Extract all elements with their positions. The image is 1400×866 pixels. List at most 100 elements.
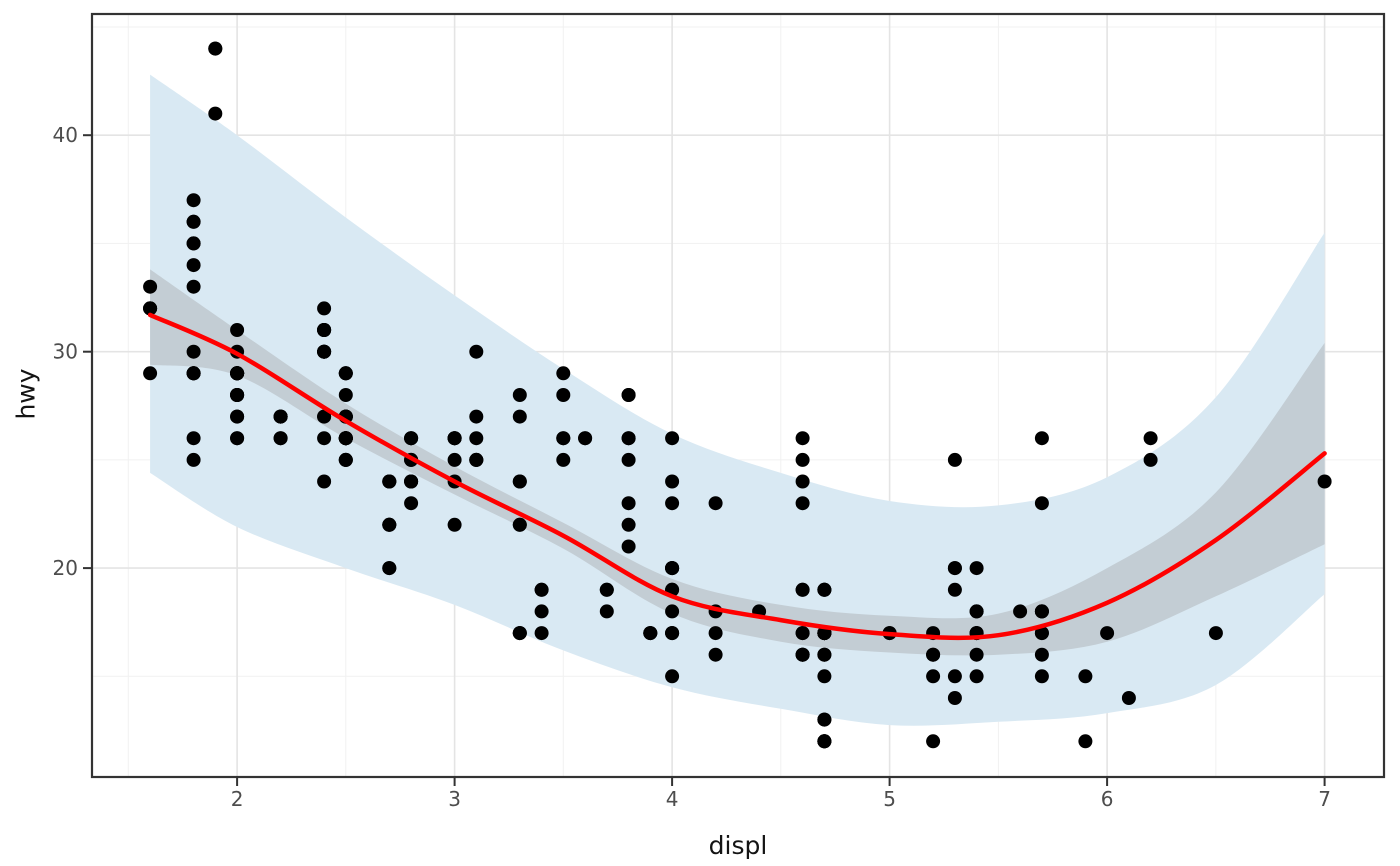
data-point xyxy=(969,561,984,576)
data-point xyxy=(469,431,484,446)
x-axis-title: displ xyxy=(708,831,768,860)
data-point xyxy=(1034,647,1049,662)
data-point xyxy=(795,647,810,662)
data-point xyxy=(556,366,571,381)
data-point xyxy=(186,193,201,208)
data-point xyxy=(230,323,245,337)
data-point xyxy=(1100,626,1115,641)
data-point xyxy=(230,388,245,402)
data-point xyxy=(338,366,353,381)
data-point xyxy=(469,409,484,424)
data-point xyxy=(708,496,723,511)
data-point xyxy=(469,344,484,359)
data-point xyxy=(1143,452,1158,467)
data-point xyxy=(817,647,832,662)
data-point xyxy=(512,626,527,641)
data-point xyxy=(795,626,810,641)
data-point xyxy=(947,669,962,684)
data-point xyxy=(556,388,571,402)
data-point xyxy=(556,452,571,467)
data-point xyxy=(665,561,680,576)
data-point xyxy=(817,582,832,597)
data-point xyxy=(1013,604,1028,619)
data-point xyxy=(317,344,332,359)
x-tick-label: 7 xyxy=(1318,787,1331,811)
data-point xyxy=(273,431,288,446)
data-point xyxy=(338,431,353,446)
data-point xyxy=(621,452,636,467)
data-point xyxy=(404,474,419,489)
y-tick-label: 30 xyxy=(53,340,78,364)
data-point xyxy=(186,344,201,359)
axes: 2 3 4 5 6 7 20 30 40 xyxy=(53,123,1331,811)
data-point xyxy=(599,582,614,597)
data-point xyxy=(447,452,462,467)
data-point xyxy=(143,279,158,294)
data-point xyxy=(512,517,527,532)
data-point xyxy=(230,366,245,381)
data-point xyxy=(1034,604,1049,619)
data-point xyxy=(1034,626,1049,641)
data-point xyxy=(795,431,810,446)
data-point xyxy=(665,431,680,446)
data-point xyxy=(512,409,527,424)
data-point xyxy=(578,431,593,446)
data-point xyxy=(795,582,810,597)
data-point xyxy=(512,474,527,489)
data-point xyxy=(186,279,201,294)
data-point xyxy=(621,539,636,554)
data-point xyxy=(795,496,810,511)
data-point xyxy=(143,301,158,316)
data-point xyxy=(186,431,201,446)
data-point xyxy=(1208,626,1223,641)
y-axis-title: hwy xyxy=(11,368,41,420)
data-point xyxy=(795,452,810,467)
data-point xyxy=(1034,669,1049,684)
data-point xyxy=(665,604,680,619)
data-point xyxy=(665,474,680,489)
y-tick-label: 20 xyxy=(53,556,78,580)
data-point xyxy=(230,431,245,446)
data-point xyxy=(708,647,723,662)
data-point xyxy=(643,626,658,641)
data-point xyxy=(621,388,636,402)
data-point xyxy=(621,496,636,511)
data-point xyxy=(382,474,397,489)
x-tick-label: 6 xyxy=(1101,787,1114,811)
data-point xyxy=(512,388,527,402)
data-point xyxy=(665,496,680,511)
data-point xyxy=(1034,431,1049,446)
data-point xyxy=(447,431,462,446)
x-tick-label: 5 xyxy=(883,787,896,811)
data-point xyxy=(926,734,941,749)
data-point xyxy=(1034,496,1049,511)
data-point xyxy=(382,561,397,576)
data-point xyxy=(556,431,571,446)
data-point xyxy=(186,214,201,229)
data-point xyxy=(926,669,941,684)
scatter-points xyxy=(143,41,1332,749)
data-point xyxy=(947,561,962,576)
data-point xyxy=(795,474,810,489)
data-point xyxy=(317,301,332,316)
data-point xyxy=(317,474,332,489)
data-point xyxy=(317,409,332,424)
data-layers xyxy=(143,41,1332,749)
data-point xyxy=(447,517,462,532)
data-point xyxy=(143,366,158,381)
data-point xyxy=(534,582,549,597)
y-tick-label: 40 xyxy=(53,123,78,147)
data-point xyxy=(1143,431,1158,446)
data-point xyxy=(186,258,201,273)
data-point xyxy=(317,431,332,446)
data-point xyxy=(1078,669,1093,684)
data-point xyxy=(947,691,962,705)
data-point xyxy=(947,452,962,467)
data-point xyxy=(621,517,636,532)
data-point xyxy=(817,734,832,749)
data-point xyxy=(1121,691,1136,705)
smooth-regression-line xyxy=(147,312,1327,641)
data-point xyxy=(273,409,288,424)
